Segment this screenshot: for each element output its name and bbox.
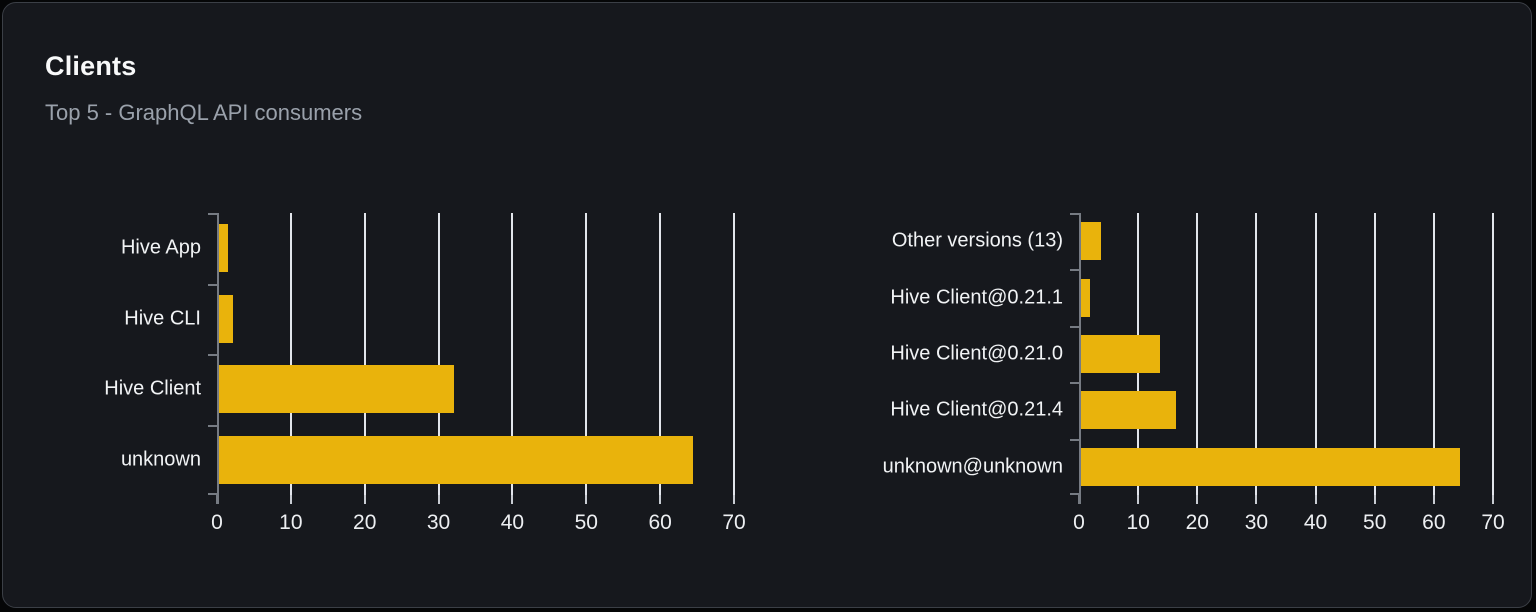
x-axis-tick <box>1137 495 1140 504</box>
y-axis-tick <box>208 493 217 495</box>
y-axis-labels: Other versions (13) Hive Client@0.21.1 Hiv… <box>844 213 1079 495</box>
gridline <box>1432 213 1435 495</box>
bar-hive-app[interactable] <box>219 224 229 272</box>
y-axis-line <box>1079 213 1081 504</box>
x-axis-tick-label: 60 <box>648 511 672 534</box>
x-axis-tick <box>1314 495 1317 504</box>
category-label: unknown <box>120 448 201 471</box>
category-label: Other versions (13) <box>891 229 1063 252</box>
y-axis-tick <box>1070 213 1079 215</box>
x-axis-tick <box>659 495 662 504</box>
x-axis-tick <box>585 495 588 504</box>
x-axis-tick-label: 70 <box>722 511 746 534</box>
y-axis-tick <box>208 284 217 286</box>
y-axis-tick <box>1070 439 1079 441</box>
category-label: Hive Client@0.21.4 <box>890 398 1063 421</box>
x-axis-tick <box>363 495 366 504</box>
gridline <box>585 213 588 495</box>
bar-hive-client[interactable] <box>219 365 455 413</box>
category-label: Hive Client@0.21.1 <box>890 286 1063 309</box>
gridline <box>659 213 662 495</box>
gridline <box>1314 213 1317 495</box>
gridline <box>437 213 440 495</box>
x-axis-tick <box>1196 495 1199 504</box>
x-axis-tick <box>1492 495 1494 504</box>
x-axis-tick <box>511 495 514 504</box>
category-label: Hive App <box>120 236 201 259</box>
bar-unknown[interactable] <box>219 436 693 484</box>
x-axis-tick-label: 10 <box>279 511 303 534</box>
category-label: Hive Client <box>104 377 201 400</box>
y-axis-line <box>217 213 219 504</box>
x-axis-tick <box>437 495 440 504</box>
y-axis-tick <box>208 425 217 427</box>
x-axis-tick <box>289 495 292 504</box>
bar-other-versions-13-[interactable] <box>1081 222 1101 260</box>
category-label: unknown@unknown <box>882 455 1063 478</box>
gridline <box>733 213 735 495</box>
card-subtitle: Top 5 - GraphQL API consumers <box>45 100 363 125</box>
x-axis-tick-label: 30 <box>1244 511 1269 534</box>
x-axis-tick-label: 0 <box>211 511 223 534</box>
x-axis-tick <box>1078 495 1080 504</box>
category-label: Hive CLI <box>124 307 201 330</box>
bar-hive-client-0-21-4[interactable] <box>1081 391 1176 429</box>
gridline <box>1255 213 1258 495</box>
gridline <box>1196 213 1199 495</box>
x-axis-tick <box>1432 495 1435 504</box>
clients-bar-chart: Hive App Hive CLI Hive Client unknown 0 10 20… <box>45 213 746 553</box>
card-title: Clients <box>45 51 137 81</box>
y-axis-tick <box>1070 269 1079 271</box>
gridline <box>289 213 292 495</box>
x-axis-tick-label: 30 <box>426 511 451 534</box>
x-axis-tick-label: 40 <box>500 511 525 534</box>
x-axis-tick-label: 70 <box>1481 511 1505 534</box>
x-axis-tick <box>1373 495 1376 504</box>
y-axis-labels: Hive App Hive CLI Hive Client unknown <box>45 213 217 495</box>
client-versions-bar-chart: Other versions (13) Hive Client@0.21.1 Hiv… <box>844 213 1505 553</box>
plot-area: 0 10 20 30 40 50 60 70 <box>208 213 746 534</box>
x-axis-tick-label: 50 <box>574 511 598 534</box>
gridline <box>1373 213 1376 495</box>
y-axis-tick <box>1070 382 1079 384</box>
x-axis-tick-label: 20 <box>353 511 377 534</box>
bar-hive-cli[interactable] <box>219 295 233 343</box>
y-axis-tick <box>1070 493 1079 495</box>
x-axis-tick <box>216 495 218 504</box>
y-axis-tick <box>208 354 217 356</box>
x-axis-tick-label: 50 <box>1363 511 1387 534</box>
gridline <box>363 213 366 495</box>
gridline <box>1492 213 1494 495</box>
y-axis-tick <box>1070 326 1079 328</box>
x-axis-tick-label: 20 <box>1185 511 1209 534</box>
plot-area: 0 10 20 30 40 50 60 70 <box>1070 213 1505 534</box>
x-axis-tick-label: 60 <box>1422 511 1446 534</box>
x-axis-tick <box>733 495 735 504</box>
bar-hive-client-0-21-1[interactable] <box>1081 279 1090 317</box>
x-axis-tick-label: 10 <box>1126 511 1150 534</box>
bar-hive-client-0-21-0[interactable] <box>1081 335 1161 373</box>
gridline <box>511 213 514 495</box>
category-label: Hive Client@0.21.0 <box>890 342 1063 365</box>
y-axis-tick <box>208 213 217 215</box>
x-axis-tick <box>1255 495 1258 504</box>
x-axis-tick-label: 0 <box>1073 511 1085 534</box>
bar-unknown-unknown[interactable] <box>1081 448 1460 486</box>
x-axis-tick-label: 40 <box>1303 511 1328 534</box>
